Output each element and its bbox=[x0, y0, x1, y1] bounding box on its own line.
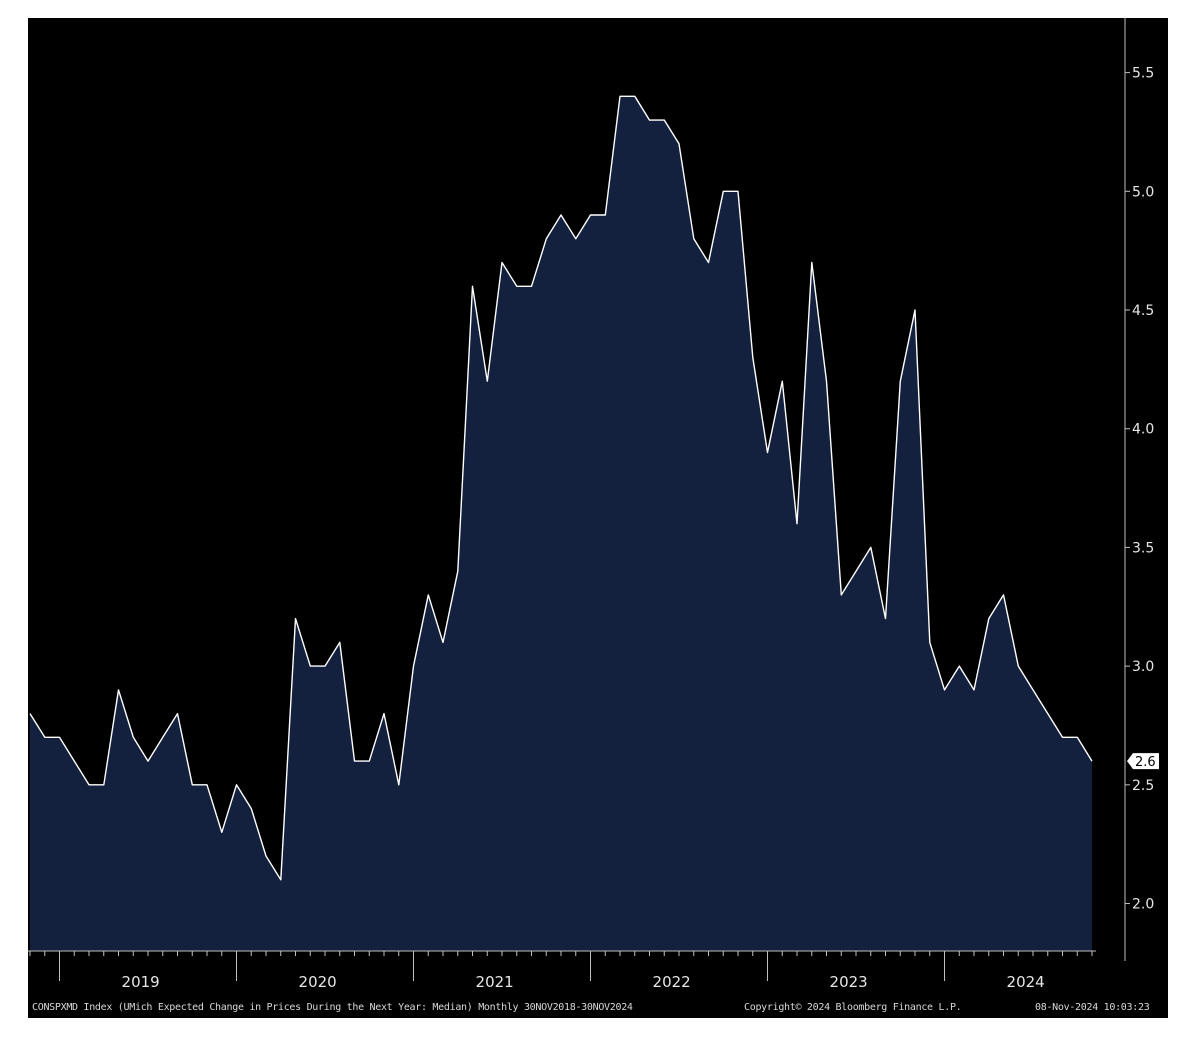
x-tick-label: 2019 bbox=[122, 973, 160, 991]
y-tick-label: 2.5 bbox=[1132, 778, 1154, 794]
y-tick-label: 5.5 bbox=[1132, 66, 1154, 82]
y-tick-label: 4.5 bbox=[1132, 303, 1154, 319]
footer-description: CONSPXMD Index (UMich Expected Change in… bbox=[32, 1002, 633, 1013]
footer-timestamp: 08-Nov-2024 10:03:23 bbox=[1035, 1002, 1150, 1013]
x-tick-label: 2024 bbox=[1007, 973, 1045, 991]
footer-copyright: Copyright© 2024 Bloomberg Finance L.P. bbox=[744, 1002, 962, 1013]
area-fill bbox=[30, 96, 1092, 952]
y-tick-label: 3.5 bbox=[1132, 540, 1154, 556]
y-tick-label: 4.0 bbox=[1132, 422, 1154, 438]
last-value-label: 2.6 bbox=[1135, 755, 1156, 770]
y-tick-label: 5.0 bbox=[1132, 184, 1154, 200]
y-tick-label: 2.0 bbox=[1132, 897, 1154, 913]
y-tick-label: 3.0 bbox=[1132, 659, 1154, 675]
chart-frame: 2.0 2.5 3.0 3.5 4.0 4.5 5.0 5.5 2.6 2019 2020 2021 2… bbox=[28, 18, 1168, 1018]
x-tick-label: 2023 bbox=[830, 973, 868, 991]
x-tick-label: 2020 bbox=[299, 973, 337, 991]
last-value-marker bbox=[1127, 753, 1159, 770]
x-tick-label: 2022 bbox=[653, 973, 691, 991]
chart-canvas: 2.0 2.5 3.0 3.5 4.0 4.5 5.0 5.5 2.6 2019 2020 2021 2… bbox=[28, 18, 1159, 991]
x-tick-label: 2021 bbox=[476, 973, 514, 991]
series-line bbox=[29, 95, 1093, 881]
